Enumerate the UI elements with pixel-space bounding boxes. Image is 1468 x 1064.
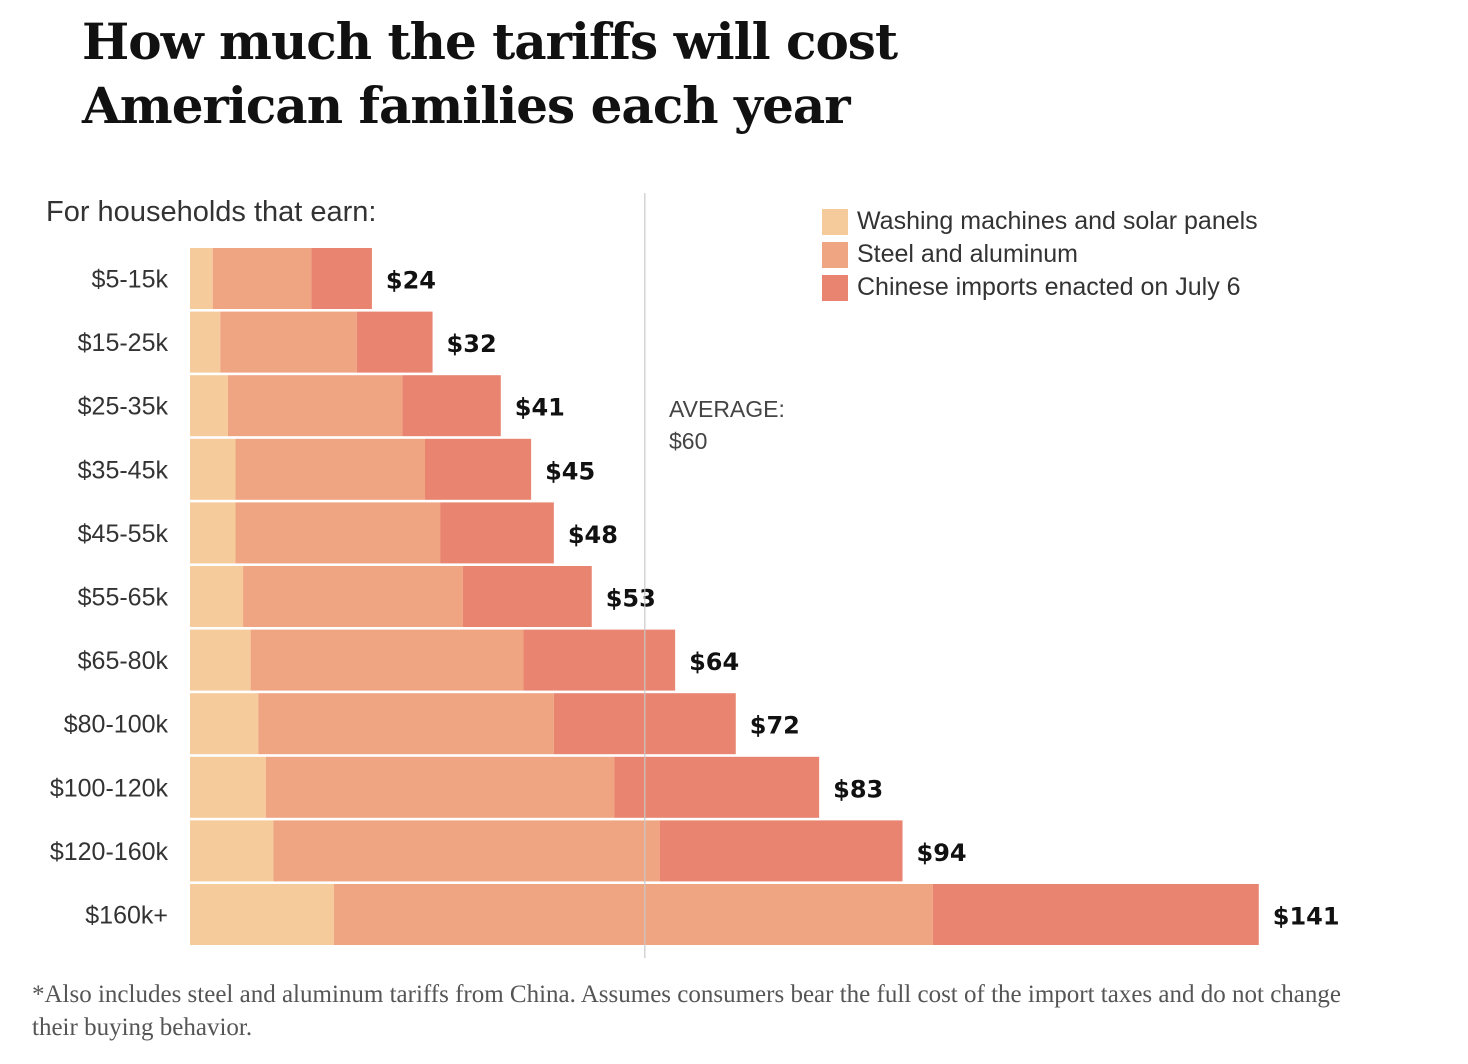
chart-legend: Washing machines and solar panels Steel … (822, 205, 1258, 304)
total-value-label: $141 (1273, 903, 1340, 931)
total-value-label: $48 (568, 521, 618, 549)
bar-segment-steel (220, 311, 357, 373)
chart-title-line-1: How much the tariffs will cost (82, 12, 898, 71)
bar-segment-chinese (356, 311, 433, 373)
bar-segment-chinese (311, 248, 372, 309)
bar-segment-steel (334, 884, 933, 945)
bar-segment-washing (190, 629, 251, 691)
bar-segment-chinese (659, 820, 903, 882)
category-label: $15-25k (78, 329, 169, 357)
legend-label-washing: Washing machines and solar panels (857, 207, 1258, 235)
bar-segment-steel (235, 502, 441, 564)
category-label: $100-120k (50, 774, 169, 802)
bar-segment-steel (273, 820, 660, 882)
bar-segment-chinese (424, 438, 532, 500)
total-value-label: $45 (545, 457, 595, 485)
category-label: $5-15k (92, 266, 169, 294)
total-value-label: $72 (750, 712, 800, 740)
bar-segment-steel (212, 248, 312, 309)
bar-segment-steel (258, 693, 554, 755)
bar-segment-chinese (932, 884, 1259, 945)
total-value-label: $41 (515, 394, 565, 422)
bar-segment-washing (190, 375, 228, 437)
bar-segment-chinese (440, 502, 554, 564)
total-value-label: $24 (386, 267, 436, 295)
bar-segment-steel (243, 566, 463, 627)
legend-label-steel: Steel and aluminum (857, 240, 1078, 268)
average-value: $60 (669, 428, 708, 454)
legend-item-washing: Washing machines and solar panels (822, 205, 1258, 238)
category-label: $25-35k (78, 393, 169, 421)
bar-segment-washing (190, 502, 236, 564)
category-label: $65-80k (78, 647, 169, 675)
chart-title-line-2: American families each year (82, 76, 851, 135)
legend-item-steel: Steel and aluminum (822, 238, 1258, 271)
average-label: AVERAGE: (669, 396, 785, 422)
chart-title: How much the tariffs will cost American … (82, 10, 982, 138)
bar-segment-chinese (614, 756, 820, 818)
category-label: $35-45k (78, 456, 169, 484)
bar-segment-steel (250, 629, 524, 691)
bar-segment-washing (190, 693, 259, 755)
legend-item-chinese: Chinese imports enacted on July 6 (822, 271, 1258, 304)
average-annotation: AVERAGE: $60 (669, 393, 785, 457)
bar-segment-washing (190, 884, 335, 945)
bar-segment-chinese (402, 375, 501, 437)
category-label: $120-160k (50, 838, 169, 866)
category-label: $55-65k (78, 584, 169, 612)
legend-swatch-washing (822, 208, 848, 235)
footnote: *Also includes steel and aluminum tariff… (32, 981, 1341, 1041)
category-label: $160k+ (85, 902, 168, 930)
total-value-label: $64 (689, 648, 739, 676)
bar-segment-chinese (462, 566, 592, 627)
legend-swatch-steel (822, 241, 848, 268)
bar-segment-chinese (523, 629, 676, 691)
legend-swatch-chinese (822, 274, 848, 301)
bar-segment-steel (227, 375, 403, 437)
total-value-label: $94 (917, 839, 967, 867)
chart-subtitle: For households that earn: (46, 196, 377, 228)
total-value-label: $83 (833, 775, 883, 803)
bar-segment-washing (190, 566, 244, 627)
total-value-label: $53 (606, 585, 656, 613)
total-value-label: $32 (447, 330, 497, 358)
bar-segment-washing (190, 248, 213, 309)
bar-segment-washing (190, 820, 274, 882)
bar-segment-washing (190, 438, 236, 500)
bar-segment-steel (265, 756, 615, 818)
category-label: $80-100k (64, 711, 169, 739)
legend-label-chinese: Chinese imports enacted on July 6 (857, 273, 1241, 301)
bar-segment-steel (235, 438, 425, 500)
bar-segment-washing (190, 756, 266, 818)
category-label: $45-55k (78, 520, 169, 548)
bar-segment-washing (190, 311, 221, 373)
